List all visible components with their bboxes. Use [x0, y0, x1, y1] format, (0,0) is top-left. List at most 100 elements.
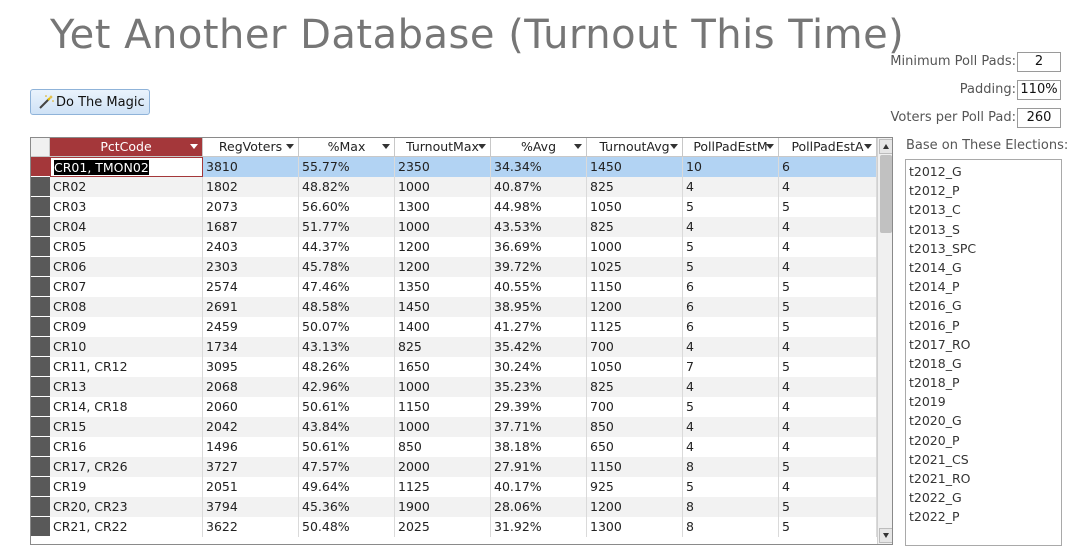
table-row[interactable]: CR01, TMON02 3810 55.77% 2350 34.34% 1450 10 6 — [31, 157, 877, 177]
filter-dropdown-icon[interactable] — [670, 144, 678, 149]
table-cell[interactable]: 34.34% — [491, 157, 587, 177]
table-cell[interactable]: 4 — [779, 437, 877, 457]
table-cell[interactable]: 1200 — [587, 297, 683, 317]
table-cell[interactable]: 1350 — [395, 277, 491, 297]
table-cell[interactable]: 6 — [683, 277, 779, 297]
table-cell[interactable]: CR15 — [50, 417, 203, 437]
table-cell[interactable]: 825 — [587, 377, 683, 397]
table-cell[interactable]: CR02 — [50, 177, 203, 197]
table-cell[interactable]: CR11, CR12 — [50, 357, 203, 377]
election-item[interactable]: t2021_CS — [909, 451, 969, 467]
table-cell[interactable]: 5 — [683, 257, 779, 277]
table-cell[interactable]: 2000 — [395, 457, 491, 477]
record-selector[interactable] — [31, 217, 50, 237]
table-cell[interactable]: 1125 — [587, 317, 683, 337]
filter-dropdown-icon[interactable] — [766, 144, 774, 149]
elections-listbox[interactable]: t2012_G t2012_P t2013_C t2013_S t2013_SPC t20… — [905, 159, 1062, 546]
table-cell[interactable]: 4 — [779, 217, 877, 237]
table-cell[interactable]: 38.95% — [491, 297, 587, 317]
election-item[interactable]: t2014_P — [909, 279, 960, 295]
table-row[interactable]: CR11, CR12 3095 48.26% 1650 30.24% 1050 7 5 — [31, 357, 877, 377]
record-selector[interactable] — [31, 337, 50, 357]
table-cell[interactable]: 1900 — [395, 497, 491, 517]
table-cell[interactable]: 1150 — [587, 277, 683, 297]
table-cell[interactable]: 850 — [587, 417, 683, 437]
table-cell[interactable]: CR19 — [50, 477, 203, 497]
table-cell[interactable]: 4 — [779, 237, 877, 257]
table-cell[interactable]: 825 — [587, 177, 683, 197]
table-row[interactable]: CR17, CR26 3727 47.57% 2000 27.91% 1150 8 5 — [31, 457, 877, 477]
table-cell[interactable]: 1200 — [395, 257, 491, 277]
table-row[interactable]: CR07 2574 47.46% 1350 40.55% 1150 6 5 — [31, 277, 877, 297]
table-cell[interactable]: 29.39% — [491, 397, 587, 417]
table-cell[interactable]: 4 — [779, 337, 877, 357]
table-cell[interactable]: 1000 — [395, 377, 491, 397]
table-cell[interactable]: 3727 — [203, 457, 299, 477]
record-selector[interactable] — [31, 477, 50, 497]
scroll-thumb[interactable] — [880, 155, 892, 233]
table-cell[interactable]: 700 — [587, 337, 683, 357]
table-cell[interactable]: 47.57% — [299, 457, 395, 477]
column-header[interactable]: %Max — [299, 138, 395, 157]
table-cell[interactable]: 50.61% — [299, 437, 395, 457]
table-cell[interactable]: 40.87% — [491, 177, 587, 197]
election-item[interactable]: t2014_G — [909, 259, 962, 275]
table-row[interactable]: CR16 1496 50.61% 850 38.18% 650 4 4 — [31, 437, 877, 457]
table-cell[interactable]: 4 — [779, 397, 877, 417]
table-cell[interactable]: 5 — [683, 237, 779, 257]
record-selector[interactable] — [31, 277, 50, 297]
table-cell[interactable]: 1050 — [587, 197, 683, 217]
table-cell[interactable]: 50.61% — [299, 397, 395, 417]
table-row[interactable]: CR05 2403 44.37% 1200 36.69% 1000 5 4 — [31, 237, 877, 257]
table-cell[interactable]: 5 — [683, 397, 779, 417]
table-cell[interactable]: 5 — [683, 477, 779, 497]
table-cell[interactable]: 2073 — [203, 197, 299, 217]
record-selector[interactable] — [31, 497, 50, 517]
filter-dropdown-icon[interactable] — [190, 144, 198, 149]
column-header[interactable]: PollPadEstM — [683, 138, 779, 157]
election-item[interactable]: t2016_P — [909, 317, 960, 333]
table-cell[interactable]: 2042 — [203, 417, 299, 437]
record-selector[interactable] — [31, 297, 50, 317]
column-header[interactable]: PctCode — [50, 138, 203, 157]
filter-dropdown-icon[interactable] — [286, 144, 294, 149]
table-cell[interactable]: 8 — [683, 457, 779, 477]
table-cell[interactable]: CR09 — [50, 317, 203, 337]
table-row[interactable]: CR02 1802 48.82% 1000 40.87% 825 4 4 — [31, 177, 877, 197]
table-cell[interactable]: 55.77% — [299, 157, 395, 177]
election-item[interactable]: t2016_G — [909, 298, 962, 314]
table-cell[interactable]: 35.23% — [491, 377, 587, 397]
table-cell[interactable]: 4 — [779, 377, 877, 397]
table-row[interactable]: CR14, CR18 2060 50.61% 1150 29.39% 700 5 4 — [31, 397, 877, 417]
table-cell[interactable]: 3810 — [203, 157, 299, 177]
table-cell[interactable]: 1150 — [395, 397, 491, 417]
table-cell[interactable]: 5 — [779, 457, 877, 477]
do-the-magic-button[interactable]: Do The Magic — [30, 89, 150, 115]
table-cell[interactable]: 6 — [779, 157, 877, 177]
filter-dropdown-icon[interactable] — [382, 144, 390, 149]
table-cell[interactable]: 49.64% — [299, 477, 395, 497]
table-cell[interactable]: 48.82% — [299, 177, 395, 197]
table-cell[interactable]: 4 — [779, 177, 877, 197]
table-cell[interactable]: 1300 — [395, 197, 491, 217]
voters-per-pad-input[interactable]: 260 — [1017, 108, 1061, 128]
table-cell[interactable]: CR16 — [50, 437, 203, 457]
table-cell[interactable]: 2068 — [203, 377, 299, 397]
record-selector[interactable] — [31, 457, 50, 477]
table-cell[interactable]: 1000 — [395, 177, 491, 197]
table-cell[interactable]: 30.24% — [491, 357, 587, 377]
table-cell[interactable]: 6 — [683, 297, 779, 317]
table-cell[interactable]: 700 — [587, 397, 683, 417]
table-cell[interactable]: 27.91% — [491, 457, 587, 477]
table-cell[interactable]: 37.71% — [491, 417, 587, 437]
table-cell[interactable]: 2459 — [203, 317, 299, 337]
record-selector[interactable] — [31, 237, 50, 257]
filter-dropdown-icon[interactable] — [574, 144, 582, 149]
table-row[interactable]: CR21, CR22 3622 50.48% 2025 31.92% 1300 8 5 — [31, 517, 877, 537]
table-cell[interactable]: 48.26% — [299, 357, 395, 377]
table-cell[interactable]: 1050 — [587, 357, 683, 377]
table-cell[interactable]: 1000 — [587, 237, 683, 257]
table-row[interactable]: CR04 1687 51.77% 1000 43.53% 825 4 4 — [31, 217, 877, 237]
table-cell[interactable]: 1687 — [203, 217, 299, 237]
table-cell[interactable]: 42.96% — [299, 377, 395, 397]
